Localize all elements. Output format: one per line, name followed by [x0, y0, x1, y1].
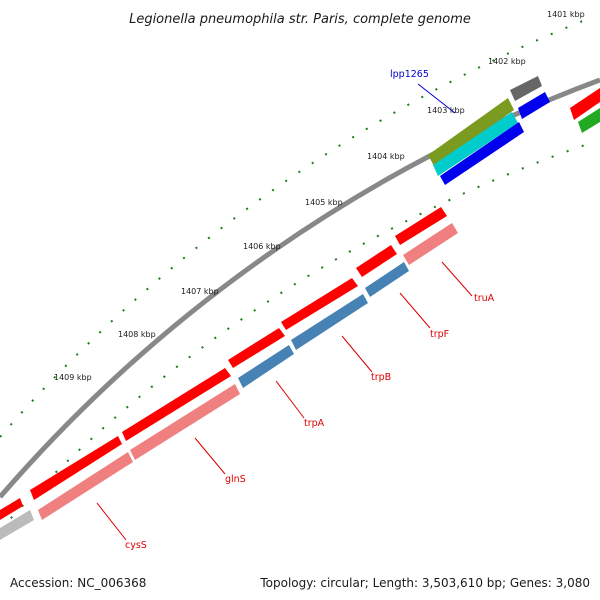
- gene-label-trpA[interactable]: trpA: [304, 418, 325, 429]
- reverse-strand-genes: [0, 223, 458, 540]
- callout-line: [417, 83, 456, 114]
- gene-label-truA[interactable]: truA: [474, 293, 495, 304]
- map-title: Legionella pneumophila str. Paris, compl…: [129, 12, 471, 27]
- gene-feature[interactable]: [130, 384, 240, 460]
- gene-label-trpF[interactable]: trpF: [430, 329, 449, 340]
- tick-label: 1409 kbp: [54, 373, 92, 382]
- gene-feature[interactable]: [428, 98, 514, 166]
- tick-label: 1408 kbp: [118, 330, 156, 339]
- callout-line: [441, 261, 473, 297]
- gene-feature[interactable]: [30, 436, 122, 500]
- outer-tick-ring: [0, 19, 586, 438]
- gene-callouts: [96, 83, 473, 541]
- genome-stats-text: Topology: circular; Length: 3,503,610 bp…: [260, 576, 590, 590]
- accession-text: Accession: NC_006368: [10, 576, 147, 590]
- gene-feature[interactable]: [570, 88, 600, 120]
- tick-labels: 1401 kbp 1402 kbp 1403 kbp 1404 kbp 1405…: [54, 10, 585, 382]
- tick-label: 1402 kbp: [488, 57, 526, 66]
- callout-line: [96, 502, 127, 541]
- gene-feature[interactable]: [238, 345, 294, 388]
- upper-gene-cluster: [428, 76, 600, 185]
- gene-feature[interactable]: [433, 112, 518, 176]
- tick-label: 1406 kbp: [243, 242, 281, 251]
- gene-feature[interactable]: [518, 92, 550, 119]
- gene-feature[interactable]: [38, 452, 133, 520]
- inner-tick-ring: [0, 144, 586, 531]
- tick-label: 1407 kbp: [181, 287, 219, 296]
- gene-feature[interactable]: [510, 76, 542, 101]
- gene-labels: lpp1265 truA trpF trpB trpA glnS cysS: [125, 69, 495, 551]
- gene-label-cysS[interactable]: cysS: [125, 540, 147, 551]
- tick-label: 1401 kbp: [547, 10, 585, 19]
- gene-feature[interactable]: [281, 278, 358, 330]
- genome-backbone: [0, 77, 600, 499]
- gene-feature[interactable]: [395, 207, 447, 245]
- gene-feature[interactable]: [0, 498, 23, 520]
- callout-line: [275, 380, 305, 419]
- gene-feature[interactable]: [365, 262, 409, 297]
- gene-feature[interactable]: [122, 368, 231, 441]
- forward-strand-genes: [0, 207, 447, 520]
- gene-feature[interactable]: [0, 510, 34, 540]
- gene-label-trpB[interactable]: trpB: [371, 372, 391, 383]
- gene-label-glnS[interactable]: glnS: [225, 474, 246, 485]
- callout-line: [341, 335, 373, 373]
- tick-label: 1405 kbp: [305, 198, 343, 207]
- callout-line: [194, 437, 226, 475]
- gene-feature[interactable]: [440, 122, 524, 185]
- gene-label-lpp1265[interactable]: lpp1265: [390, 69, 429, 80]
- gene-feature[interactable]: [578, 108, 600, 133]
- gene-feature[interactable]: [403, 223, 458, 265]
- gene-feature[interactable]: [356, 245, 397, 277]
- gene-feature[interactable]: [228, 328, 285, 368]
- callout-line: [399, 292, 431, 329]
- tick-label: 1403 kbp: [427, 106, 465, 115]
- gene-feature[interactable]: [291, 294, 368, 350]
- tick-label: 1404 kbp: [367, 152, 405, 161]
